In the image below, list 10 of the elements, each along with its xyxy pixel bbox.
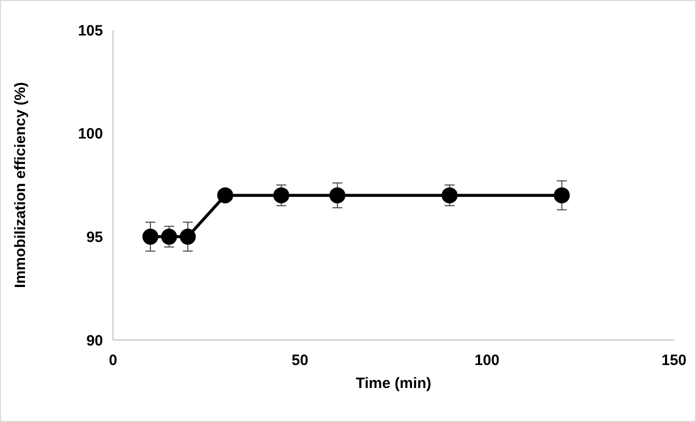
x-tick-label: 150 [661,352,687,369]
y-axis-title: Immobilization efficiency (%) [12,82,29,288]
x-tick-label: 0 [108,352,118,369]
y-tick-label: 105 [78,22,103,40]
y-tick-label: 90 [86,332,103,350]
y-tick-label: 95 [86,228,103,246]
y-tick-label: 100 [78,126,103,143]
x-tick-label: 100 [474,352,500,369]
x-tick-label: 50 [292,352,308,369]
x-axis-title: Time (min) [356,375,432,392]
